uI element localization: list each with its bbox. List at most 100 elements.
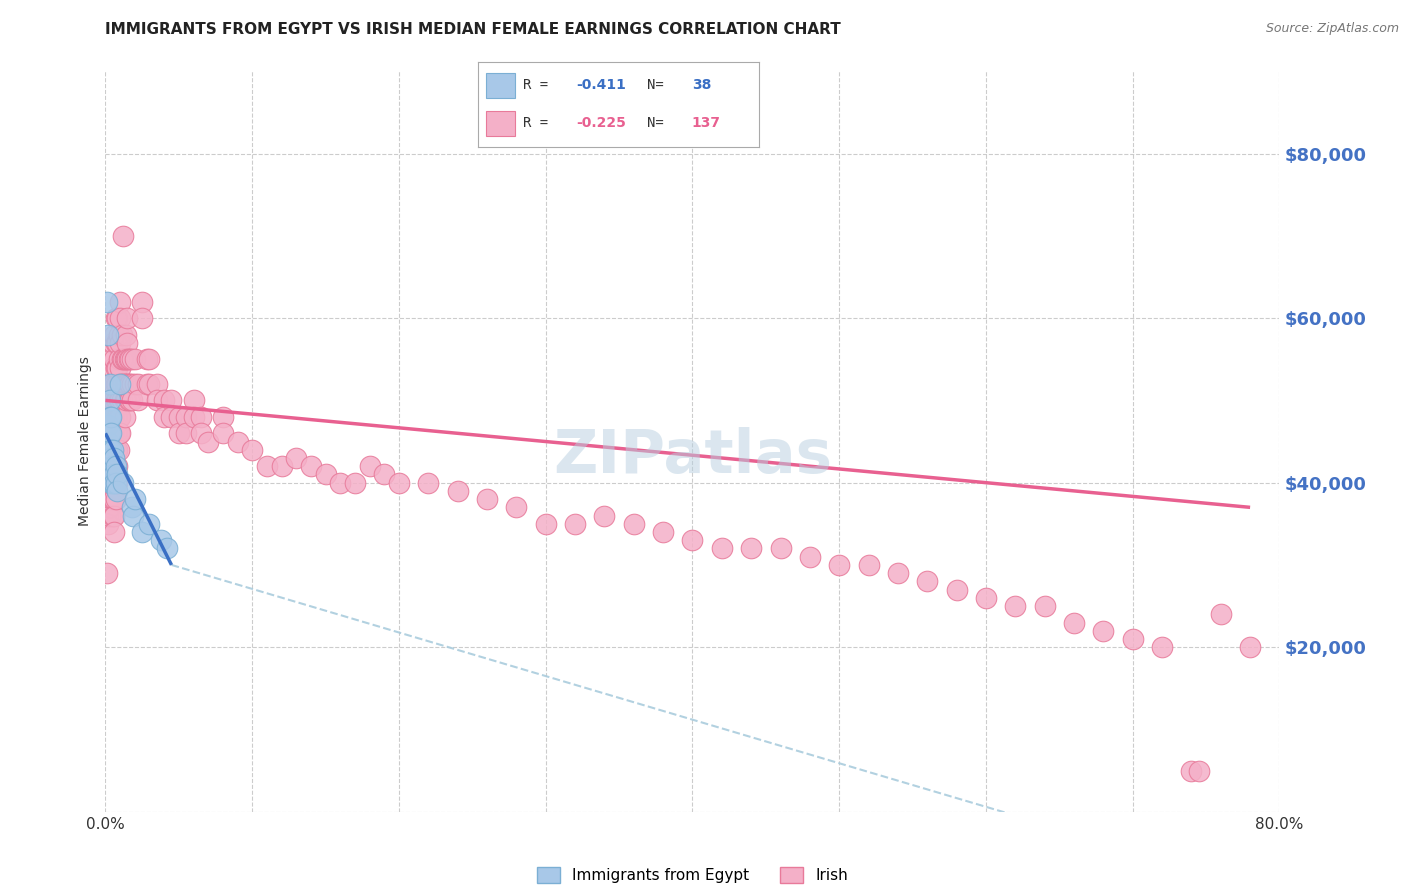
Point <box>138 352 160 367</box>
Point <box>105 467 128 482</box>
Point <box>190 426 212 441</box>
Point <box>315 467 337 482</box>
Point <box>174 426 197 441</box>
Point <box>1188 764 1211 778</box>
Point <box>121 500 143 515</box>
Point <box>299 459 322 474</box>
Point <box>101 492 124 507</box>
Point <box>167 426 190 441</box>
Point <box>98 426 121 441</box>
Point <box>114 409 136 424</box>
Point <box>97 508 120 523</box>
Point <box>564 516 586 531</box>
Point <box>153 409 176 424</box>
Point <box>103 467 125 482</box>
Point <box>101 442 124 457</box>
Point <box>101 335 124 350</box>
Point <box>475 492 498 507</box>
Point <box>1004 599 1026 613</box>
Point <box>418 475 440 490</box>
Point <box>105 311 128 326</box>
Point <box>105 426 128 441</box>
Point <box>343 475 366 490</box>
Point <box>103 450 125 465</box>
Text: R =: R = <box>523 117 557 130</box>
Point <box>108 335 131 350</box>
Point <box>131 524 153 539</box>
Point <box>101 426 124 441</box>
Point <box>131 294 153 309</box>
Point <box>105 335 128 350</box>
Point <box>120 376 142 391</box>
Point <box>240 442 263 457</box>
Point <box>146 376 169 391</box>
Point <box>118 376 141 391</box>
Point <box>112 228 135 243</box>
Point <box>138 516 160 531</box>
Point <box>107 393 129 408</box>
Point <box>104 335 127 350</box>
Point <box>98 409 121 424</box>
Point <box>115 327 138 342</box>
Point <box>101 360 124 375</box>
Point <box>156 541 179 556</box>
Point <box>1209 607 1232 622</box>
Point <box>104 426 127 441</box>
Point <box>160 393 183 408</box>
Point <box>167 409 190 424</box>
Point <box>124 352 146 367</box>
Point <box>97 434 120 449</box>
Point <box>104 311 127 326</box>
Point <box>118 352 141 367</box>
Point <box>135 352 157 367</box>
Point <box>359 459 381 474</box>
Point <box>100 393 122 408</box>
Text: R =: R = <box>523 78 557 92</box>
Point <box>1092 624 1115 638</box>
Point <box>1180 764 1202 778</box>
Point <box>1122 632 1144 646</box>
Point <box>108 360 131 375</box>
Point <box>105 442 128 457</box>
Point <box>121 352 143 367</box>
Point <box>108 376 131 391</box>
Point <box>112 376 135 391</box>
Point <box>100 475 122 490</box>
Point <box>115 352 138 367</box>
Point <box>101 475 124 490</box>
Point <box>103 524 125 539</box>
Point <box>103 409 125 424</box>
Point <box>101 459 124 474</box>
FancyBboxPatch shape <box>486 111 515 136</box>
Point <box>917 574 939 589</box>
Point <box>97 327 120 342</box>
Point <box>593 508 616 523</box>
Point <box>114 376 136 391</box>
Point <box>100 426 122 441</box>
Point <box>160 409 183 424</box>
Point <box>104 459 127 474</box>
Point <box>110 352 132 367</box>
Point <box>710 541 733 556</box>
Text: ZIPatlas: ZIPatlas <box>553 427 832 486</box>
Point <box>105 376 128 391</box>
Point <box>104 393 127 408</box>
Point <box>98 492 121 507</box>
Point <box>974 591 997 605</box>
Point <box>226 434 249 449</box>
Point <box>103 376 125 391</box>
Point <box>211 409 233 424</box>
Point <box>107 327 129 342</box>
Point <box>110 376 132 391</box>
Point <box>183 409 205 424</box>
Point <box>505 500 527 515</box>
Point <box>103 475 125 490</box>
Point <box>105 409 128 424</box>
Point <box>101 409 124 424</box>
Point <box>114 352 136 367</box>
Point <box>828 558 851 572</box>
Point <box>105 483 128 498</box>
Point <box>100 459 122 474</box>
Point <box>945 582 967 597</box>
Point <box>190 409 212 424</box>
